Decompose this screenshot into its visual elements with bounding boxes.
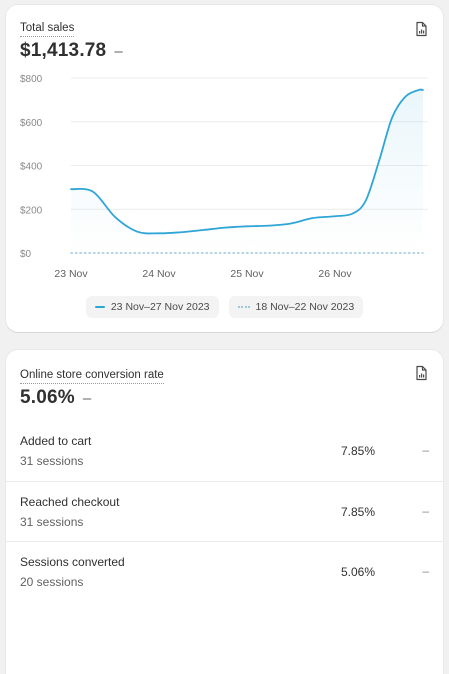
conversion-row-reached-checkout: Reached checkout 31 sessions 7.85% – bbox=[6, 481, 443, 542]
total-sales-chart: $800 $600 $400 $200 $0 23 Nov 24 Nov 25 Nov 26 … bbox=[20, 74, 428, 280]
row-title: Added to cart bbox=[20, 434, 92, 448]
legend-item-previous[interactable]: 18 Nov–22 Nov 2023 bbox=[228, 296, 364, 318]
conversion-rate-card: Online store conversion rate 5.06% – Add… bbox=[6, 350, 443, 674]
row-sessions: 31 sessions bbox=[20, 515, 84, 529]
total-sales-value: $1,413.78 – bbox=[20, 40, 123, 62]
row-percentage: 7.85% bbox=[340, 505, 375, 519]
conversion-rate-amount: 5.06% bbox=[20, 387, 75, 408]
row-change: – bbox=[422, 564, 429, 578]
chart-legend: 23 Nov–27 Nov 2023 18 Nov–22 Nov 2023 bbox=[6, 296, 443, 318]
series-line-current bbox=[70, 88, 424, 235]
conversion-row-sessions-converted: Sessions converted 20 sessions 5.06% – bbox=[6, 541, 443, 602]
total-sales-amount: $1,413.78 bbox=[20, 40, 107, 61]
series-area-current bbox=[71, 89, 423, 253]
legend-dotted-swatch bbox=[237, 306, 250, 308]
conversion-rate-value: 5.06% – bbox=[20, 387, 91, 409]
legend-solid-swatch bbox=[94, 306, 105, 308]
row-title: Sessions converted bbox=[20, 555, 125, 569]
x-tick-label: 24 Nov bbox=[142, 268, 176, 280]
row-sessions: 31 sessions bbox=[20, 454, 84, 468]
y-tick-label: $600 bbox=[20, 118, 43, 129]
row-percentage: 7.85% bbox=[340, 444, 375, 458]
y-tick-label: $200 bbox=[20, 205, 43, 216]
row-change: – bbox=[422, 504, 429, 518]
legend-label-current: 23 Nov–27 Nov 2023 bbox=[110, 301, 210, 313]
y-tick-label: $0 bbox=[20, 249, 32, 260]
report-export-icon[interactable] bbox=[413, 365, 429, 381]
row-change: – bbox=[422, 443, 429, 457]
y-tick-label: $400 bbox=[20, 162, 43, 173]
conversion-rate-label[interactable]: Online store conversion rate bbox=[20, 369, 164, 384]
conversion-row-added-to-cart: Added to cart 31 sessions 7.85% – bbox=[6, 421, 443, 482]
x-tick-label: 23 Nov bbox=[54, 268, 88, 280]
legend-label-previous: 18 Nov–22 Nov 2023 bbox=[255, 301, 355, 313]
legend-item-current[interactable]: 23 Nov–27 Nov 2023 bbox=[85, 296, 219, 318]
total-sales-label[interactable]: Total sales bbox=[20, 22, 75, 37]
total-sales-card: Total sales $1,413.78 – $800 $600 $400 $200… bbox=[6, 5, 443, 332]
conversion-rate-change: – bbox=[82, 389, 92, 407]
y-tick-label: $800 bbox=[20, 74, 43, 85]
x-tick-label: 26 Nov bbox=[318, 268, 352, 280]
row-sessions: 20 sessions bbox=[20, 575, 84, 589]
report-export-icon[interactable] bbox=[413, 21, 429, 37]
total-sales-change: – bbox=[114, 42, 123, 60]
row-percentage: 5.06% bbox=[340, 565, 375, 579]
row-title: Reached checkout bbox=[20, 495, 120, 509]
x-tick-label: 25 Nov bbox=[230, 268, 264, 280]
